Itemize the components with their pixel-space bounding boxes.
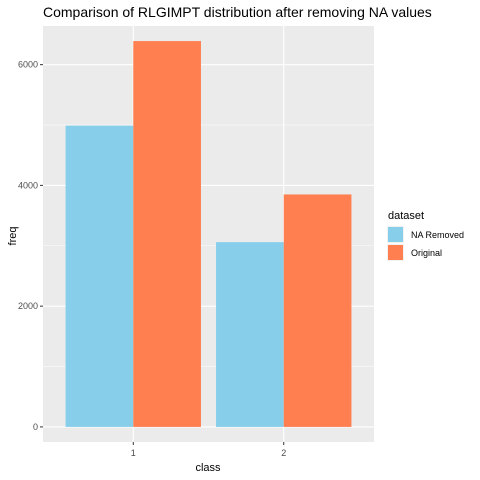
bar-na-removed-class-2: [216, 242, 284, 427]
bar-original-class-2: [283, 194, 352, 427]
legend-key: [388, 227, 403, 242]
legend-items: NA Removed Original: [387, 226, 464, 261]
legend-title: dataset: [388, 210, 424, 222]
y-tick-label: 0: [33, 422, 38, 432]
x-axis-title: class: [195, 462, 221, 474]
x-tick-label: 1: [131, 448, 136, 458]
y-tick-label: 6000: [18, 60, 38, 70]
chart-title: Comparison of RLGIMPT distribution after…: [43, 4, 432, 20]
y-axis-ticks: 0 2000 4000 6000: [18, 60, 43, 432]
legend-label: Original: [411, 248, 442, 258]
x-tick-label: 2: [281, 448, 286, 458]
legend-key: [388, 245, 403, 260]
y-tick-label: 4000: [18, 180, 38, 190]
y-tick-label: 2000: [18, 301, 38, 311]
bar-original-class-1: [133, 41, 201, 427]
bar-na-removed-class-1: [65, 125, 134, 427]
y-axis-title: freq: [7, 227, 19, 246]
legend: dataset NA Removed Original: [387, 210, 464, 261]
legend-label: NA Removed: [411, 230, 464, 240]
bars: [65, 41, 352, 427]
